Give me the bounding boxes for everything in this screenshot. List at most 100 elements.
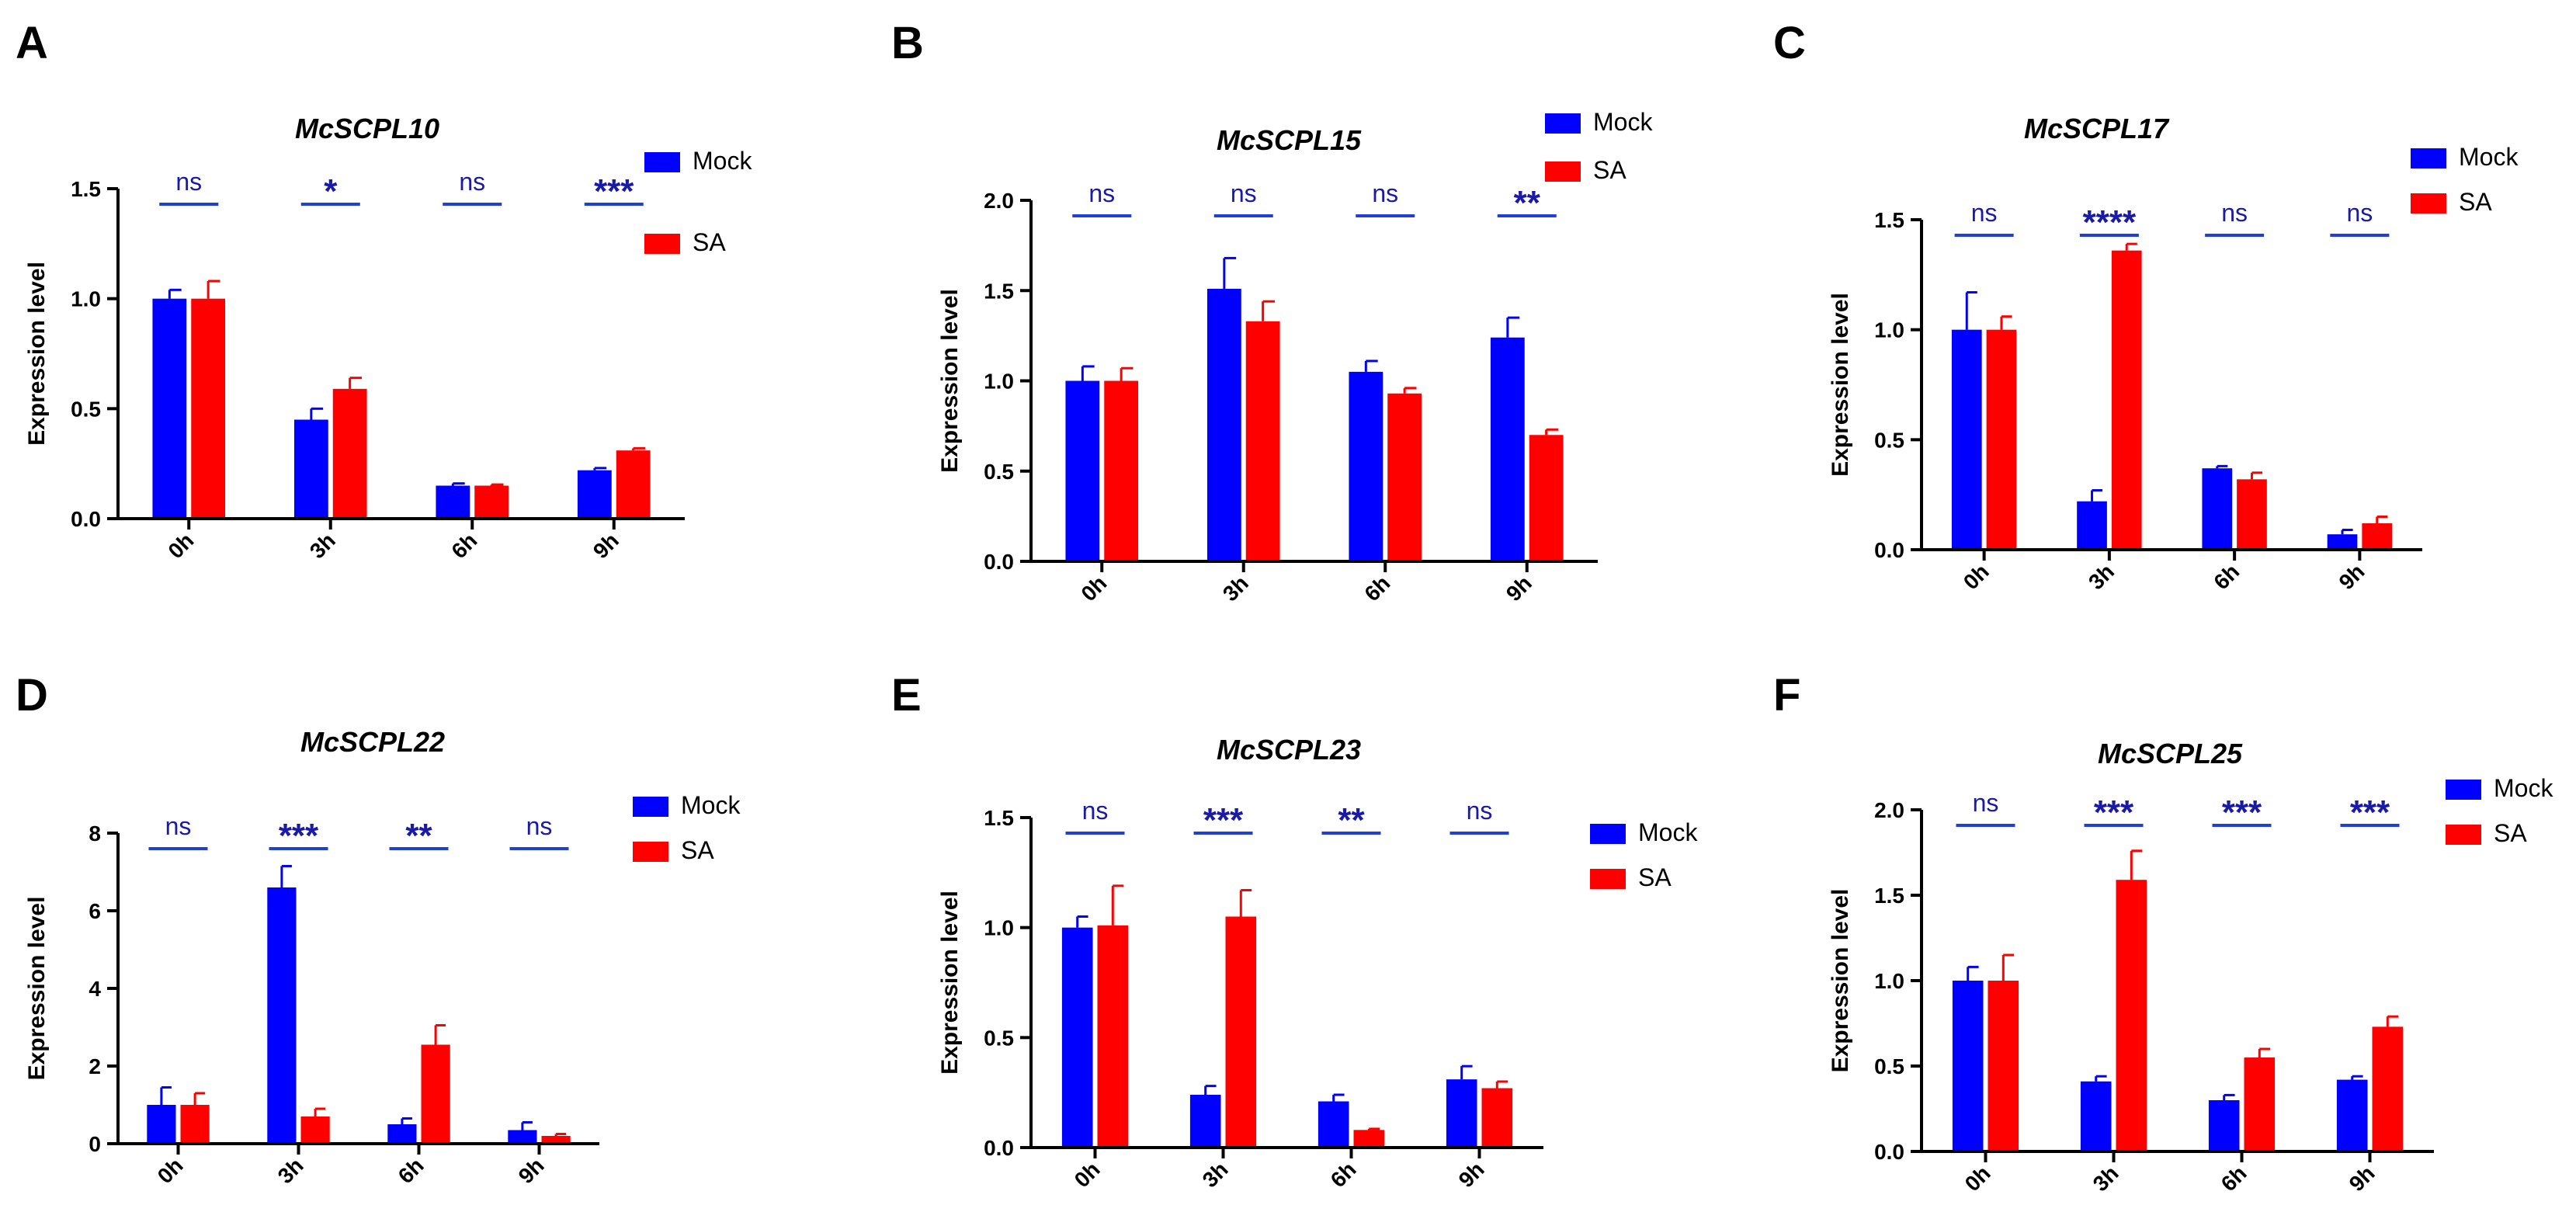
chart-title: McSCPL17 [2024,113,2170,144]
chart-title: McSCPL25 [2098,738,2243,769]
x-tick-label: 9h [2335,559,2369,594]
significance-label: ** [1338,801,1365,839]
bar-sa [1529,435,1564,561]
x-tick-label: 9h [1502,571,1536,606]
x-tick-label: 6h [394,1153,429,1188]
y-tick-label: 1.0 [984,370,1014,394]
y-tick-label: 0.0 [984,1136,1014,1160]
y-tick-label: 4 [89,977,101,1001]
chart-title: McSCPL10 [295,113,439,144]
bar-sa [616,450,651,519]
legend-swatch-mock [2446,780,2481,800]
x-tick-label: 0h [163,528,198,563]
bar-mock [267,887,296,1144]
significance-label: *** [594,172,634,210]
x-tick-label: 0h [1960,1161,1995,1196]
panel-label: E [891,670,922,721]
significance-label: ns [175,168,202,196]
bar-sa [2112,251,2142,550]
bar-sa [474,486,509,519]
bar-sa [1104,381,1138,562]
legend-label-mock: Mock [2459,143,2519,171]
y-tick-label: 1.0 [984,916,1014,940]
significance-label: *** [279,817,319,855]
significance-label: **** [2083,203,2137,241]
y-tick-label: 1.0 [71,287,101,311]
significance-label: * [324,172,338,210]
x-tick-label: 6h [446,528,481,563]
x-tick-label: 0h [1959,559,1994,594]
y-axis-label: Expression level [1828,889,1853,1073]
y-tick-label: 0.5 [984,460,1014,484]
bar-sa [1387,394,1422,561]
significance-label: ns [2221,199,2248,227]
y-tick-label: 1.5 [71,177,101,201]
legend-label-sa: SA [693,228,726,256]
bar-mock [1349,372,1383,561]
bar-sa [2362,523,2392,550]
bar-mock [387,1124,416,1144]
bar-mock [2202,468,2232,550]
legend-label-sa: SA [1593,156,1626,184]
legend-label-mock: Mock [1638,818,1698,846]
bar-sa [1246,321,1280,561]
x-tick-label: 3h [1198,1157,1233,1192]
significance-label: ns [526,812,553,840]
bar-mock [147,1105,175,1144]
y-tick-label: 0.0 [71,507,101,531]
legend-label-sa: SA [2459,188,2492,216]
x-tick-label: 3h [1218,571,1253,606]
x-tick-label: 9h [1454,1157,1489,1192]
panel-label: C [1773,18,1806,68]
x-tick-label: 3h [2084,559,2119,594]
significance-label: ns [459,168,485,196]
legend-swatch-sa [1545,161,1581,182]
legend-swatch-mock [1545,113,1581,134]
y-tick-label: 0.0 [984,550,1014,574]
panel-b: B McSCPL15 Expression level 0.0 0.5 1.0 1.5 2.0… [891,18,1653,606]
significance-label: ns [1467,797,1493,825]
x-tick-label: 0h [1070,1157,1105,1192]
panel-a: A McSCPL10 Expression level 0.0 0.5 1.0 1.5 0h 3… [16,18,752,563]
y-axis-label: Expression level [1828,293,1853,477]
bar-mock [508,1130,536,1144]
x-tick-label: 6h [1359,571,1394,606]
legend-label-mock: Mock [2494,774,2553,802]
significance-label: ns [1971,199,1998,227]
significance-label: ns [165,812,192,840]
y-axis-label: Expression level [24,262,50,446]
legend-swatch-sa [2411,193,2446,214]
x-tick-label: 6h [2209,559,2244,594]
bar-sa [1988,981,2019,1151]
y-tick-label: 0 [89,1132,101,1156]
significance-label: *** [2222,794,2262,832]
x-tick-label: 9h [588,528,623,563]
chart-title: McSCPL22 [300,726,445,758]
x-tick-label: 0h [153,1153,188,1188]
bar-mock [1318,1102,1349,1148]
bar-mock [1065,381,1099,562]
significance-label: ** [1514,184,1541,222]
legend-label-mock: Mock [1593,108,1653,136]
legend-swatch-mock [633,797,668,817]
y-tick-label: 0.0 [1874,538,1904,562]
bar-mock [436,486,470,519]
bar-sa [1098,926,1129,1148]
bar-sa [301,1117,330,1144]
panel-e: E McSCPL23 Expression level 0.0 0.5 1.0 1.5 0h 3… [891,670,1698,1192]
significance-label: ns [1082,797,1109,825]
y-axis-label: Expression level [937,289,963,473]
bar-mock [1062,928,1093,1148]
y-tick-label: 0.0 [1874,1140,1904,1164]
chart-title: McSCPL23 [1217,734,1361,766]
significance-label: ns [1973,789,1999,817]
significance-label: ns [2346,199,2373,227]
legend-label-sa: SA [681,836,714,864]
panel-f: FMcSCPL25Expression level0.00.51.01.52.0… [1773,670,2553,1196]
bar-mock [578,471,612,519]
x-tick-label: 3h [273,1153,308,1188]
y-tick-label: 2.0 [984,189,1014,213]
bar-mock [1446,1079,1477,1148]
y-tick-label: 8 [89,821,101,846]
legend-label-mock: Mock [693,147,752,175]
